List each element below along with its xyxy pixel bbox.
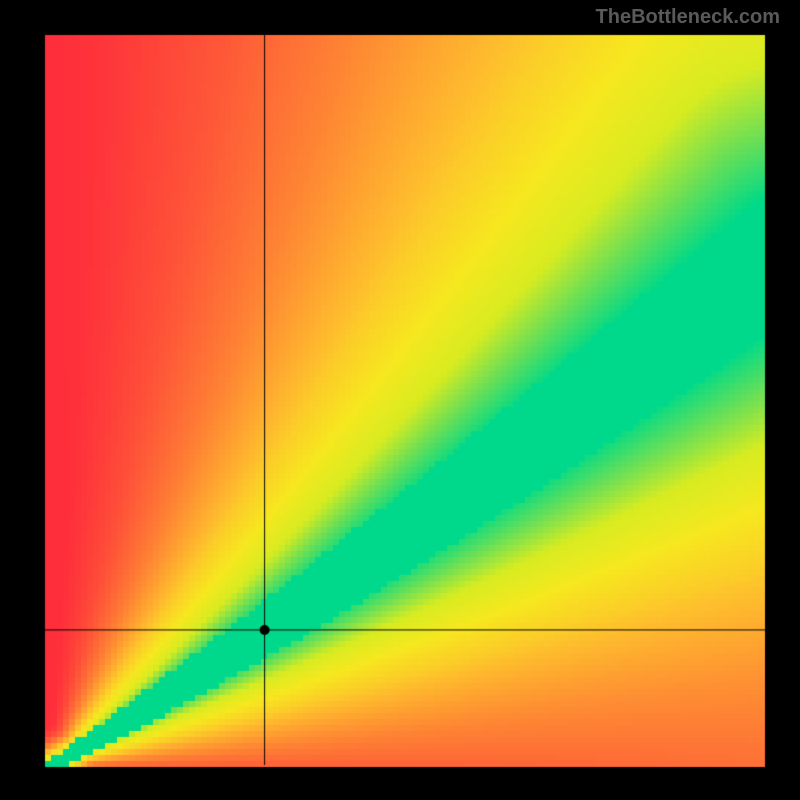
- bottleneck-heatmap: [0, 0, 800, 800]
- watermark-text: TheBottleneck.com: [596, 6, 780, 29]
